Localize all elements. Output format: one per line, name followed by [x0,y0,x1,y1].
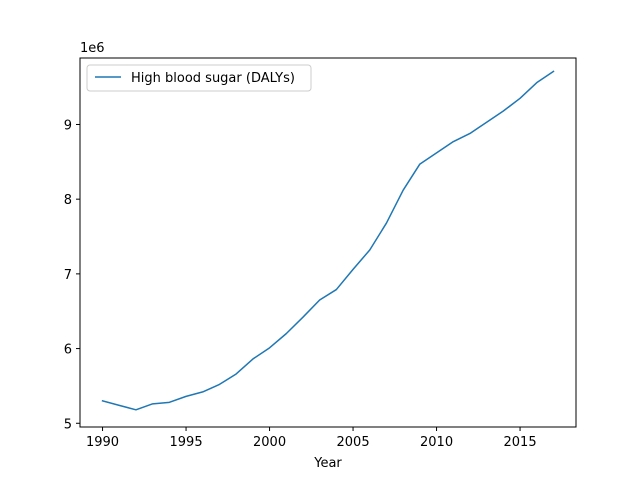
legend: High blood sugar (DALYs) [86,64,312,92]
x-axis-ticks: 1990 1995 2000 2005 2010 2015 [86,427,537,450]
y-axis-ticks: 5 6 7 8 9 [64,118,80,432]
x-tick-label: 1990 [86,435,119,450]
y-tick-label: 6 [64,343,72,358]
y-tick-label: 7 [64,268,72,283]
y-tick-label: 8 [64,193,72,208]
y-tick-label: 5 [64,417,72,432]
legend-label: High blood sugar (DALYs) [131,71,295,86]
y-tick-label: 9 [64,118,72,133]
x-tick-label: 1995 [170,435,203,450]
legend-box [86,64,312,92]
x-tick-label: 2000 [253,435,286,450]
series-line-0 [101,70,555,411]
x-tick-label: 2010 [420,435,453,450]
y-axis-offset-label: 1e6 [80,41,105,56]
series-lines [101,70,555,411]
plot-frame [79,57,577,428]
x-axis-label: Year [313,456,342,471]
x-tick-label: 2015 [504,435,537,450]
x-tick-label: 2005 [337,435,370,450]
